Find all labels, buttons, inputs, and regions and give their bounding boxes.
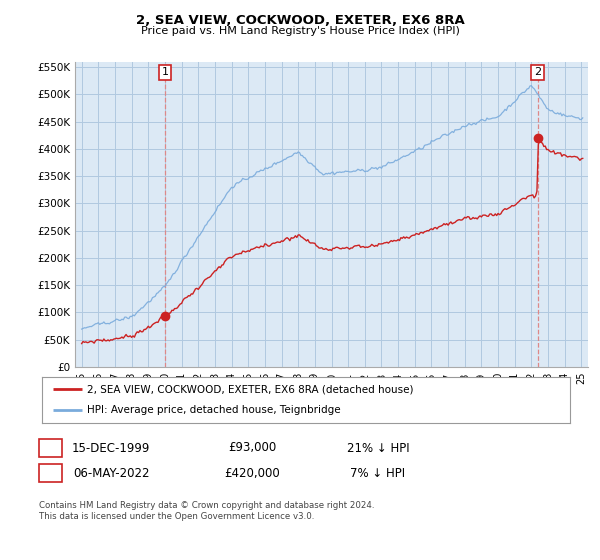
Text: £420,000: £420,000	[224, 466, 280, 480]
Text: Contains HM Land Registry data © Crown copyright and database right 2024.
This d: Contains HM Land Registry data © Crown c…	[39, 501, 374, 521]
Text: Price paid vs. HM Land Registry's House Price Index (HPI): Price paid vs. HM Land Registry's House …	[140, 26, 460, 36]
Text: 1: 1	[161, 67, 169, 77]
Text: 2: 2	[47, 466, 54, 480]
Text: 1: 1	[47, 441, 54, 455]
Text: 2, SEA VIEW, COCKWOOD, EXETER, EX6 8RA: 2, SEA VIEW, COCKWOOD, EXETER, EX6 8RA	[136, 14, 464, 27]
Text: HPI: Average price, detached house, Teignbridge: HPI: Average price, detached house, Teig…	[87, 405, 341, 416]
Text: 2: 2	[534, 67, 541, 77]
Text: 15-DEC-1999: 15-DEC-1999	[72, 441, 150, 455]
Text: 06-MAY-2022: 06-MAY-2022	[73, 466, 149, 480]
Text: 7% ↓ HPI: 7% ↓ HPI	[350, 466, 406, 480]
Text: 21% ↓ HPI: 21% ↓ HPI	[347, 441, 409, 455]
Text: 2, SEA VIEW, COCKWOOD, EXETER, EX6 8RA (detached house): 2, SEA VIEW, COCKWOOD, EXETER, EX6 8RA (…	[87, 384, 413, 394]
Text: £93,000: £93,000	[228, 441, 276, 455]
